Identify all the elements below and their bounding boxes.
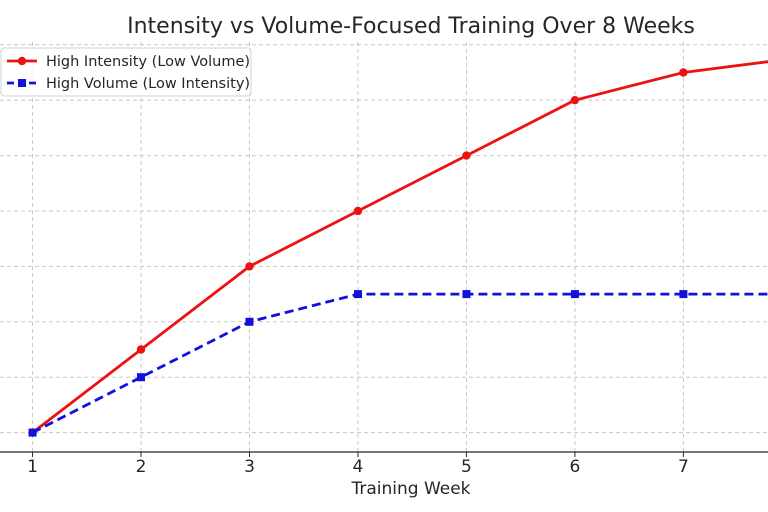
data-point (570, 95, 580, 105)
data-point (28, 428, 37, 437)
x-axis-label: Training Week (350, 479, 470, 499)
x-tick-label: 7 (678, 457, 689, 477)
data-point (353, 290, 362, 299)
data-point (679, 68, 688, 77)
grid (0, 42, 768, 452)
chart-title: Intensity vs Volume-Focused Training Ove… (127, 14, 695, 39)
legend-marker (18, 79, 26, 87)
series-line (31, 292, 768, 434)
data-point (462, 151, 471, 160)
x-tick-label: 1 (27, 457, 38, 477)
legend-label: High Intensity (Low Volume) (46, 54, 250, 70)
series-layer (28, 60, 768, 437)
x-tick-label: 3 (244, 457, 255, 477)
x-tick-label: 2 (136, 457, 147, 477)
data-point (136, 345, 146, 354)
data-point (570, 290, 579, 299)
data-point (462, 290, 471, 299)
x-tick-label: 4 (353, 457, 364, 477)
legend: High Intensity (Low Volume) High Volume (… (0, 47, 252, 97)
data-point (353, 206, 363, 216)
data-point (245, 262, 254, 271)
x-tick-label: 6 (570, 457, 581, 477)
legend-box (0, 47, 252, 97)
data-point (137, 373, 146, 382)
x-tick-label: 5 (461, 457, 472, 477)
legend-marker (17, 56, 27, 66)
x-ticks: 1 2 3 4 5 6 7 (27, 452, 689, 477)
data-point (679, 290, 688, 299)
series-line (31, 60, 768, 434)
legend-label: High Volume (Low Intensity) (46, 76, 250, 92)
data-point (245, 317, 254, 326)
series-high-volume (28, 290, 768, 437)
